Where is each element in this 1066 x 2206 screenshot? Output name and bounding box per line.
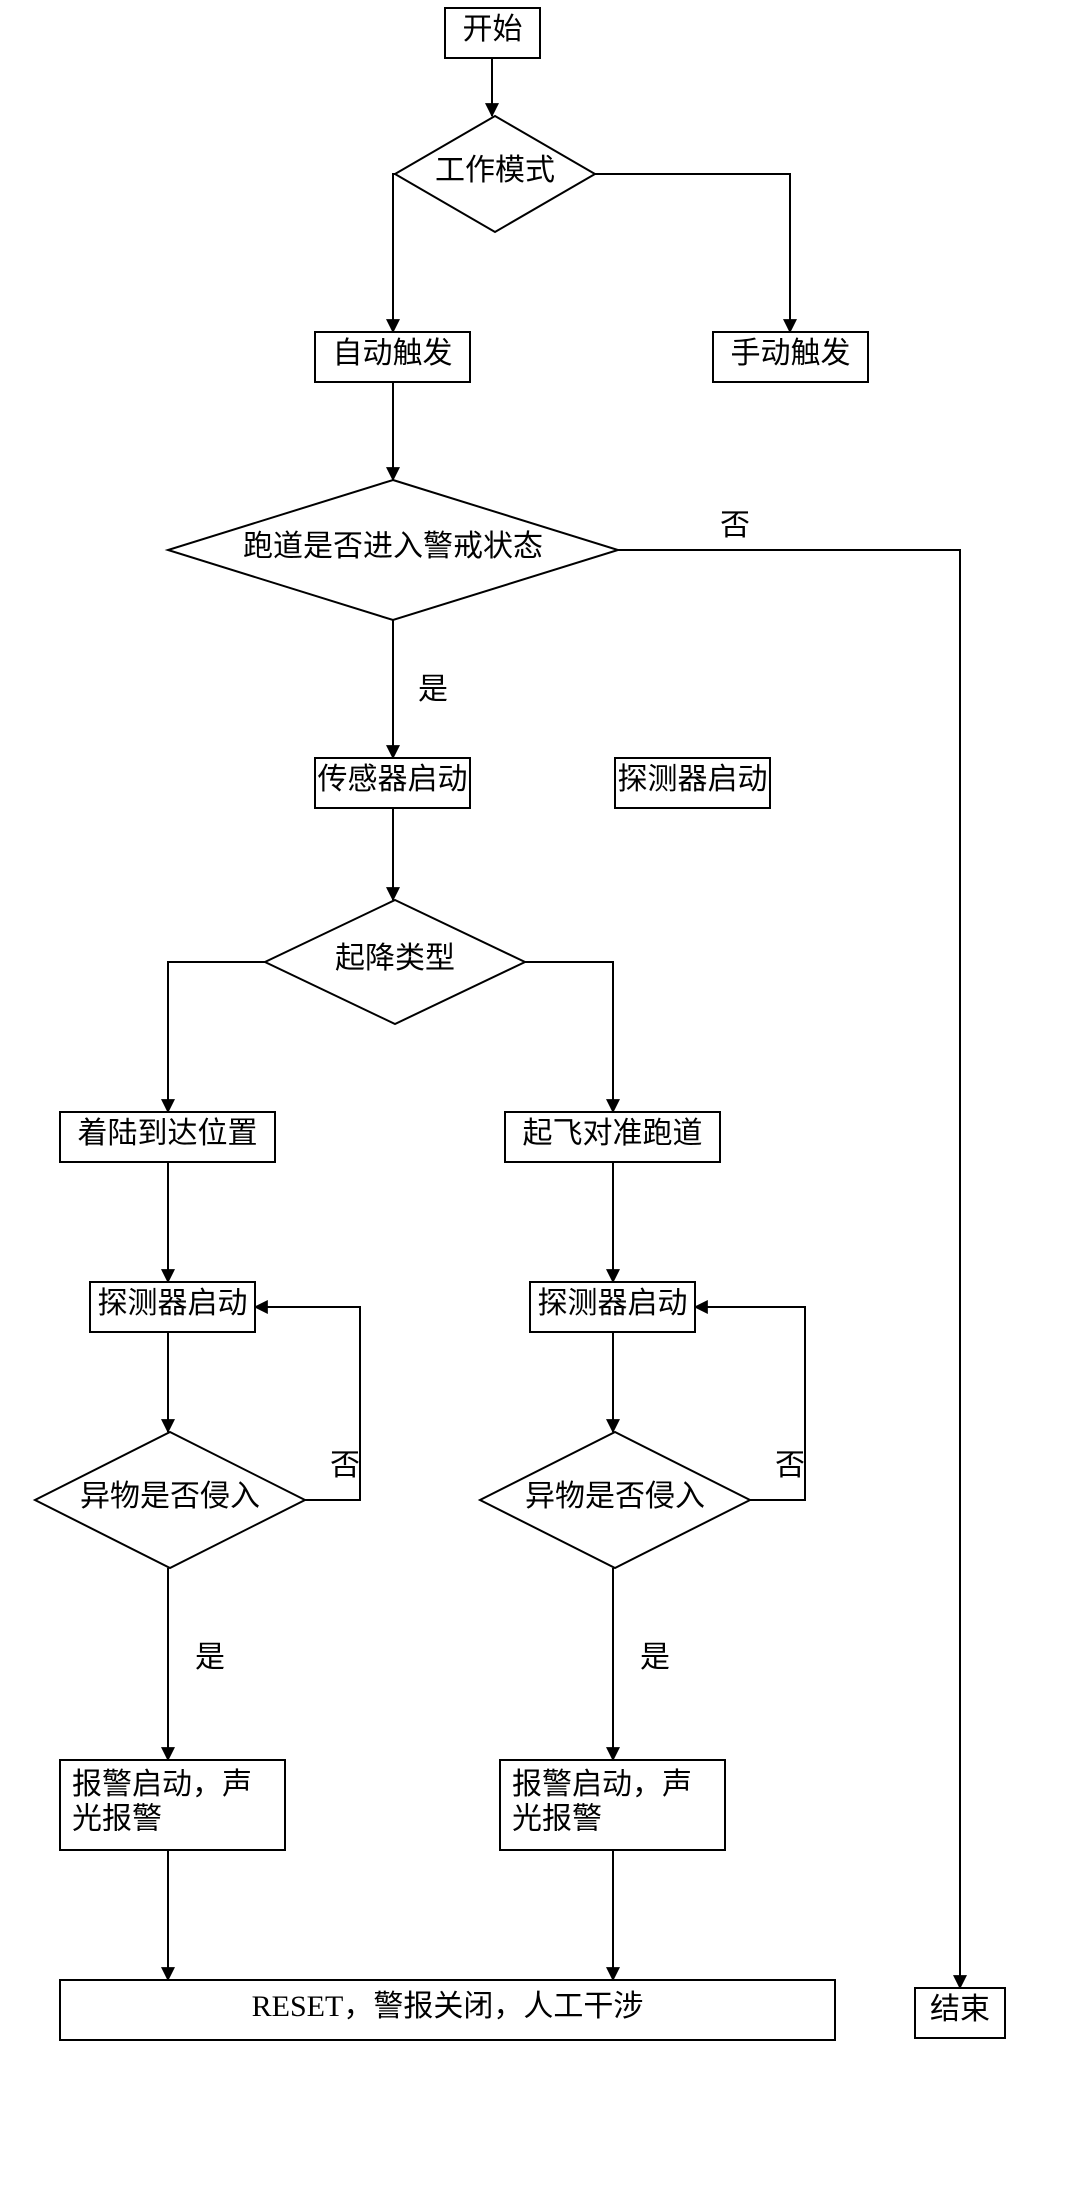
node-label-auto: 自动触发	[333, 337, 453, 370]
node-label-reset: RESET，警报关闭，人工干涉	[252, 1990, 644, 2023]
node-label-intrL: 异物是否侵入	[80, 1480, 260, 1513]
node-label-sensor: 传感器启动	[318, 763, 468, 796]
edge-label: 否	[330, 1449, 360, 1482]
edge-type	[168, 962, 265, 1112]
node-label-alarmL: 报警启动，声	[72, 1768, 252, 1801]
node-label-detR: 探测器启动	[538, 1287, 688, 1320]
node-label-detector0: 探测器启动	[618, 763, 768, 796]
node-label-alert: 跑道是否进入警戒状态	[243, 530, 543, 563]
node-label-mode: 工作模式	[435, 154, 555, 187]
node-label-alarmR: 报警启动，声	[512, 1768, 692, 1801]
edge-label: 否	[775, 1449, 805, 1482]
edge-mode	[393, 174, 395, 332]
node-label-alarmR: 光报警	[512, 1802, 602, 1835]
node-label-type: 起降类型	[335, 942, 455, 975]
nodes-layer: 开始工作模式自动触发手动触发跑道是否进入警戒状态传感器启动探测器启动起降类型着陆…	[35, 8, 1005, 2040]
edge-label: 是	[640, 1641, 670, 1674]
node-label-alarmL: 光报警	[72, 1802, 162, 1835]
edge-type	[525, 962, 613, 1112]
edge-mode	[595, 174, 790, 332]
edge-label: 是	[418, 673, 448, 706]
flowchart: 是否是是否否开始工作模式自动触发手动触发跑道是否进入警戒状态传感器启动探测器启动…	[0, 0, 1066, 2206]
edge-label: 否	[720, 509, 750, 542]
node-label-detL: 探测器启动	[98, 1287, 248, 1320]
node-label-landing: 着陆到达位置	[78, 1117, 258, 1150]
node-label-manual: 手动触发	[731, 337, 851, 370]
node-label-takeoff: 起飞对准跑道	[523, 1117, 703, 1150]
node-label-start: 开始	[463, 13, 523, 46]
edge-label: 是	[195, 1641, 225, 1674]
node-label-end: 结束	[930, 1993, 990, 2026]
node-label-intrR: 异物是否侵入	[525, 1480, 705, 1513]
